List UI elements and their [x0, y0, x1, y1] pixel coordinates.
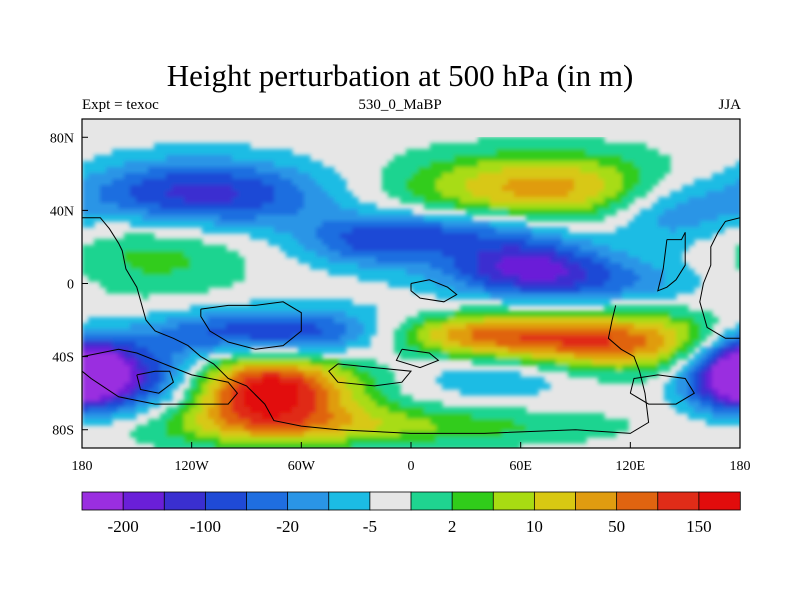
coastline-8	[699, 217, 740, 339]
coastline-7	[657, 232, 686, 292]
y-tick-label: 40N	[50, 204, 74, 219]
colorbar-swatch	[81, 491, 124, 511]
colorbar-swatch	[410, 491, 453, 511]
y-tick-label: 0	[67, 278, 74, 293]
coastline-0	[82, 217, 650, 434]
x-tick-label: 180	[730, 459, 751, 474]
colorbar-swatch	[698, 491, 741, 511]
coastline-4	[328, 363, 412, 387]
colorbar-swatch	[657, 491, 700, 511]
y-axis: 80N 40N 0 40S 80S	[50, 131, 88, 439]
x-axis: 180 120W 60W 0 60E 120E 180	[72, 442, 751, 474]
colorbar-label: 150	[686, 517, 712, 536]
chart-title: Height perturbation at 500 hPa (in m)	[166, 58, 634, 93]
colorbar-swatch	[492, 491, 536, 511]
colorbar-swatch	[328, 491, 371, 511]
coastline-6	[410, 279, 458, 303]
colorbar-swatch	[122, 491, 165, 511]
x-tick-label: 120W	[175, 459, 210, 474]
colorbar-swatch	[287, 491, 330, 511]
y-tick-label: 40S	[52, 351, 74, 366]
x-tick-label: 180	[72, 459, 93, 474]
colorbar-swatch	[451, 491, 494, 511]
x-tick-label: 60W	[288, 459, 316, 474]
colorbar: -200 -100 -20 -5 2 10 50 150	[81, 491, 741, 536]
colorbar-swatch	[163, 491, 207, 511]
coastline-3	[200, 301, 302, 350]
colorbar-swatch	[246, 491, 289, 511]
colorbar-swatch	[369, 491, 412, 511]
coastline-9	[629, 374, 695, 405]
coastline-2	[136, 370, 174, 394]
coastline-5	[395, 348, 440, 369]
colorbar-label: 50	[608, 517, 625, 536]
coastlines	[82, 217, 740, 434]
y-tick-label: 80S	[52, 424, 74, 439]
colorbar-swatch	[575, 491, 618, 511]
season-label: JJA	[718, 97, 741, 113]
x-tick-label: 120E	[616, 459, 646, 474]
colorbar-swatch	[616, 491, 659, 511]
height-field	[82, 137, 740, 448]
colorbar-label: -5	[363, 517, 377, 536]
colorbar-swatch	[204, 491, 248, 511]
y-tick-label: 80N	[50, 131, 74, 146]
colorbar-swatch	[533, 491, 577, 511]
colorbar-label: -100	[190, 517, 221, 536]
colorbar-label: -200	[108, 517, 139, 536]
coastline-1	[82, 348, 239, 405]
colorbar-label: -20	[276, 517, 299, 536]
colorbar-label: 2	[448, 517, 457, 536]
experiment-label: Expt = texoc	[82, 97, 159, 113]
case-label: 530_0_MaBP	[358, 97, 442, 113]
x-tick-label: 0	[408, 459, 415, 474]
x-tick-label: 60E	[509, 459, 532, 474]
colorbar-label: 10	[526, 517, 543, 536]
